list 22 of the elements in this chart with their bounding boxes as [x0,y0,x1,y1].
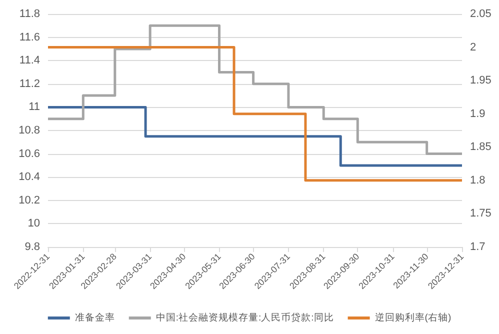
legend-label: 逆回购利率(右轴) [374,312,452,324]
legend-label: 中国:社会融资规模存量:人民币贷款:同比 [156,312,334,324]
y2-tick-label: 1.8 [470,174,486,186]
y2-tick-label: 1.7 [470,241,486,253]
y-tick-label: 11.6 [19,31,40,44]
y2-tick-label: 1.9 [470,108,486,120]
y2-tick-label: 1.75 [470,208,492,220]
y-tick-label: 10 [28,218,40,230]
y-tick-label: 11.4 [19,54,40,67]
y-tick-label: 11.8 [19,8,40,20]
y-tick-label: 10.6 [18,148,40,160]
y2-tick-label: 2.05 [470,8,492,20]
y-tick-label: 10.2 [18,194,40,206]
y-tick-label: 9.8 [24,241,40,253]
y-tick-label: 10.8 [18,124,40,136]
y-tick-label: 11.2 [19,78,40,90]
y-tick-label: 10.4 [18,171,40,184]
y2-tick-label: 1.95 [470,74,492,87]
y-tick-label: 11 [28,101,40,114]
y2-tick-label: 1.85 [470,141,492,154]
y2-tick-label: 2 [470,41,476,54]
legend-label: 准备金率 [74,312,115,324]
